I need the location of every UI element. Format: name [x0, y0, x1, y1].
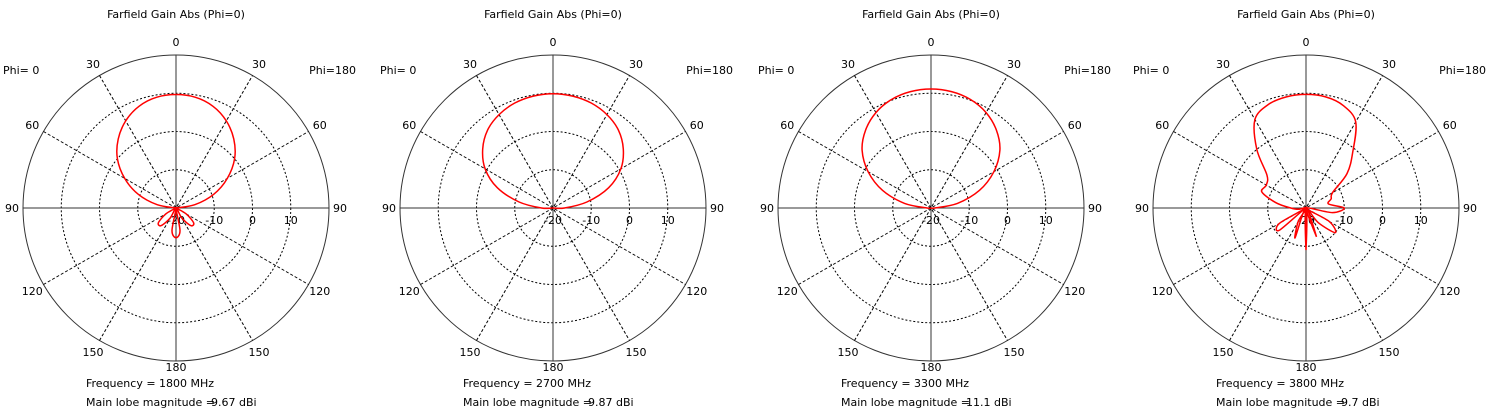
- main-lobe-label: Main lobe magnitude =: [463, 396, 592, 409]
- phi-right-label: Phi=180: [1064, 64, 1111, 77]
- angle-tick-label: 90: [382, 202, 396, 215]
- angle-tick-label: 150: [626, 346, 647, 359]
- angle-tick-label: 150: [83, 346, 104, 359]
- radial-tick-label: -20: [167, 214, 185, 227]
- gain-pattern-line: [861, 88, 1001, 210]
- angle-tick-label: 120: [686, 285, 707, 298]
- angle-tick-label: 0: [928, 36, 935, 49]
- angle-tick-label: 60: [402, 119, 416, 132]
- phi-right-label: Phi=180: [686, 64, 733, 77]
- angle-tick-label: 180: [1296, 361, 1317, 374]
- angle-tick-label: 180: [543, 361, 564, 374]
- main-lobe-value: 9.87 dBi: [588, 396, 634, 409]
- phi-right-label: Phi=180: [309, 64, 356, 77]
- radial-tick-label: -10: [1335, 214, 1353, 227]
- angle-tick-label: 30: [629, 58, 643, 71]
- angle-tick-label: 150: [249, 346, 270, 359]
- polar-plot-3: 0 30 30 60 60 90 90 120 120 150 150 180 -20 -10 0 10 Phi…: [758, 8, 1111, 409]
- angle-tick-label: 30: [841, 58, 855, 71]
- frequency-text: Frequency = 3800 MHz: [1216, 377, 1344, 390]
- angle-tick-label: 120: [1152, 285, 1173, 298]
- frequency-text: Frequency = 1800 MHz: [86, 377, 214, 390]
- angle-tick-label: 30: [1216, 58, 1230, 71]
- angle-tick-label: 150: [460, 346, 481, 359]
- angle-tick-label: 120: [399, 285, 420, 298]
- chart-title: Farfield Gain Abs (Phi=0): [862, 8, 1000, 21]
- phi-right-label: Phi=180: [1439, 64, 1486, 77]
- phi-left-label: Phi= 0: [1133, 64, 1169, 77]
- radial-tick-label: 10: [661, 214, 675, 227]
- main-lobe-label: Main lobe magnitude =: [1216, 396, 1345, 409]
- main-lobe-value: 9.67 dBi: [211, 396, 257, 409]
- radial-tick-label: -10: [205, 214, 223, 227]
- phi-left-label: Phi= 0: [758, 64, 794, 77]
- angle-tick-label: 0: [1303, 36, 1310, 49]
- gain-pattern-line: [1253, 93, 1357, 251]
- angle-tick-label: 90: [1088, 202, 1102, 215]
- angle-tick-label: 90: [333, 202, 347, 215]
- angle-tick-label: 120: [22, 285, 43, 298]
- phi-left-label: Phi= 0: [380, 64, 416, 77]
- gain-pattern-line: [116, 93, 236, 239]
- radial-tick-label: 10: [1039, 214, 1053, 227]
- radial-tick-label: -10: [582, 214, 600, 227]
- radial-tick-label: -10: [960, 214, 978, 227]
- chart-title: Farfield Gain Abs (Phi=0): [1237, 8, 1375, 21]
- angle-tick-label: 60: [780, 119, 794, 132]
- radial-tick-label: -20: [544, 214, 562, 227]
- radial-tick-label: 0: [1004, 214, 1011, 227]
- angle-tick-label: 60: [1443, 119, 1457, 132]
- angle-tick-label: 60: [25, 119, 39, 132]
- main-lobe-value: 11.1 dBi: [966, 396, 1012, 409]
- angle-tick-label: 90: [710, 202, 724, 215]
- angle-tick-label: 60: [1068, 119, 1082, 132]
- angle-tick-label: 120: [777, 285, 798, 298]
- angle-tick-label: 60: [1155, 119, 1169, 132]
- angle-tick-label: 60: [690, 119, 704, 132]
- angle-tick-label: 0: [173, 36, 180, 49]
- radial-tick-label: 0: [626, 214, 633, 227]
- frequency-text: Frequency = 3300 MHz: [841, 377, 969, 390]
- angle-tick-label: 180: [921, 361, 942, 374]
- angle-tick-label: 180: [166, 361, 187, 374]
- angle-tick-label: 90: [760, 202, 774, 215]
- angle-tick-label: 150: [1213, 346, 1234, 359]
- radial-tick-label: 10: [284, 214, 298, 227]
- angle-tick-label: 30: [1382, 58, 1396, 71]
- angle-tick-label: 150: [838, 346, 859, 359]
- angle-tick-label: 30: [86, 58, 100, 71]
- angle-tick-label: 90: [1135, 202, 1149, 215]
- chart-title: Farfield Gain Abs (Phi=0): [107, 8, 245, 21]
- angle-tick-label: 150: [1379, 346, 1400, 359]
- frequency-text: Frequency = 2700 MHz: [463, 377, 591, 390]
- gain-pattern-line: [481, 92, 625, 210]
- polar-plot-2: 0 30 30 60 60 90 90 120 120 150 150 180 -20 -10 0 10 Phi…: [380, 8, 733, 409]
- angle-tick-label: 30: [463, 58, 477, 71]
- radial-tick-label: 10: [1414, 214, 1428, 227]
- angle-tick-label: 30: [1007, 58, 1021, 71]
- angle-tick-label: 120: [1064, 285, 1085, 298]
- radial-tick-label: 0: [249, 214, 256, 227]
- angle-tick-label: 90: [5, 202, 19, 215]
- main-lobe-label: Main lobe magnitude =: [86, 396, 215, 409]
- angle-tick-label: 120: [1439, 285, 1460, 298]
- phi-left-label: Phi= 0: [3, 64, 39, 77]
- main-lobe-value: 9.7 dBi: [1341, 396, 1380, 409]
- radial-tick-label: -20: [922, 214, 940, 227]
- chart-title: Farfield Gain Abs (Phi=0): [484, 8, 622, 21]
- polar-plot-1: 0 30 30 60 60 90 90 120 120 150 150 180 -20 -10 0 10 Phi…: [3, 8, 356, 409]
- angle-tick-label: 150: [1004, 346, 1025, 359]
- angle-tick-label: 120: [309, 285, 330, 298]
- angle-tick-label: 90: [1463, 202, 1477, 215]
- angle-tick-label: 60: [313, 119, 327, 132]
- radial-tick-label: 0: [1379, 214, 1386, 227]
- main-lobe-label: Main lobe magnitude =: [841, 396, 970, 409]
- angle-tick-label: 30: [252, 58, 266, 71]
- angle-tick-label: 0: [550, 36, 557, 49]
